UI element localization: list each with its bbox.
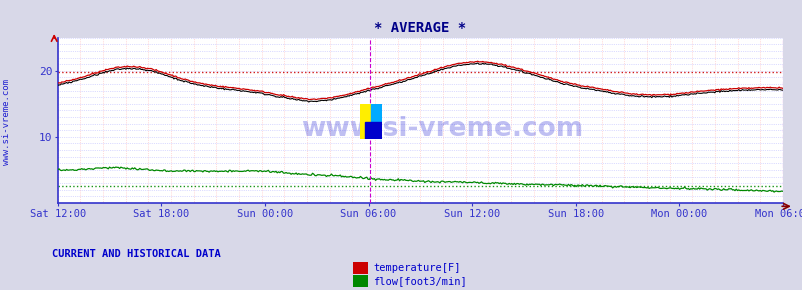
Polygon shape — [365, 122, 382, 139]
Text: flow[foot3/min]: flow[foot3/min] — [373, 276, 467, 286]
Title: * AVERAGE *: * AVERAGE * — [374, 21, 466, 35]
Text: www.si-vreme.com: www.si-vreme.com — [2, 79, 11, 165]
Polygon shape — [359, 104, 371, 139]
Text: www.si-vreme.com: www.si-vreme.com — [301, 116, 582, 142]
Text: CURRENT AND HISTORICAL DATA: CURRENT AND HISTORICAL DATA — [52, 249, 221, 259]
Text: temperature[F]: temperature[F] — [373, 263, 460, 273]
Polygon shape — [371, 104, 382, 139]
